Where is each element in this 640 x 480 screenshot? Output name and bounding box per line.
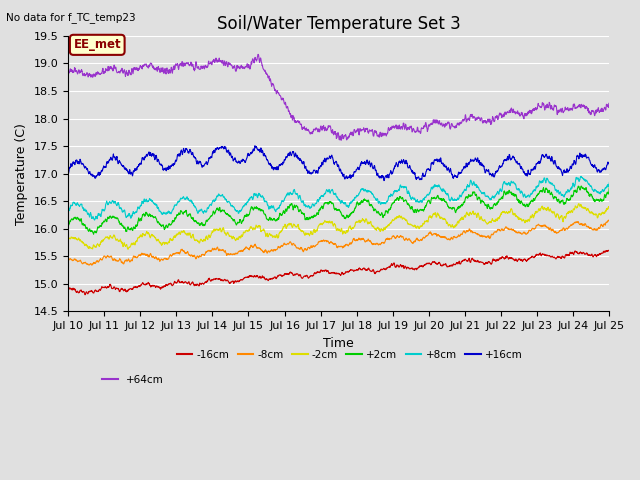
Text: No data for f_TC_temp23: No data for f_TC_temp23	[6, 12, 136, 23]
Legend: +64cm: +64cm	[98, 371, 168, 389]
Text: EE_met: EE_met	[74, 38, 121, 51]
Y-axis label: Temperature (C): Temperature (C)	[15, 123, 28, 225]
Title: Soil/Water Temperature Set 3: Soil/Water Temperature Set 3	[217, 15, 461, 33]
X-axis label: Time: Time	[323, 336, 354, 349]
